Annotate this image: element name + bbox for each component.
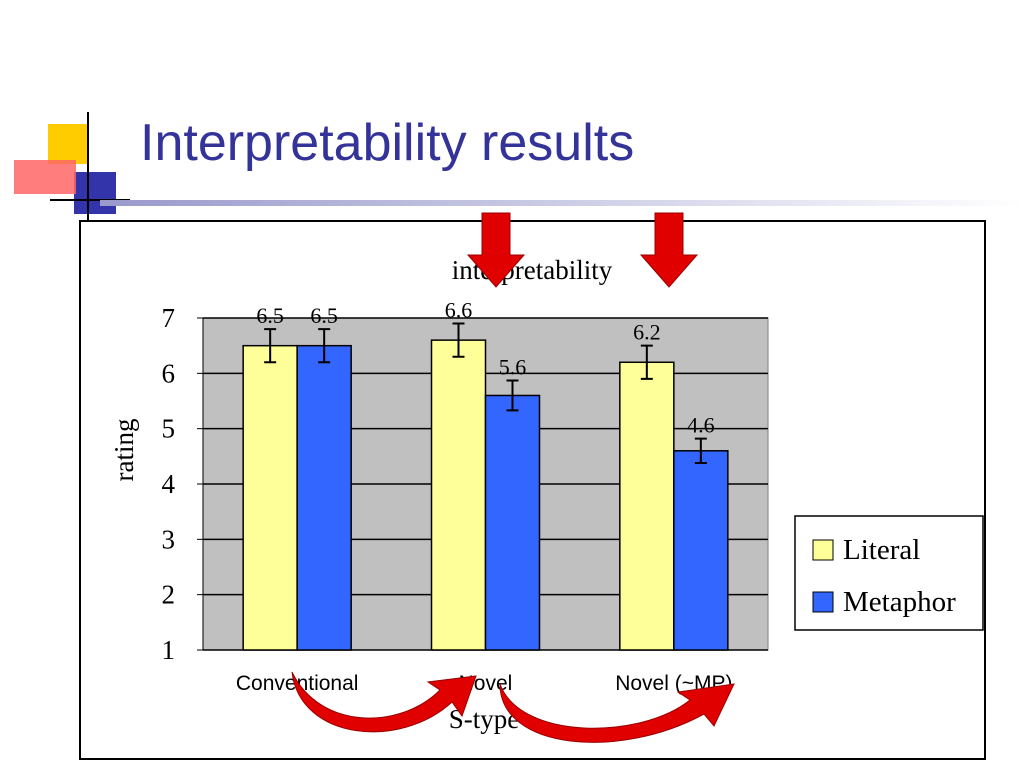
- y-tick-label: 3: [162, 524, 176, 554]
- data-label: 6.6: [445, 298, 473, 323]
- y-tick-label: 7: [162, 303, 176, 333]
- bar: [484, 394, 541, 651]
- data-label: 4.6: [687, 413, 715, 438]
- legend-label: Literal: [843, 534, 920, 566]
- data-label: 6.2: [633, 320, 661, 345]
- y-tick-label: 4: [162, 469, 176, 499]
- legend-swatch: [812, 539, 834, 561]
- slide-title: Interpretability results: [140, 114, 634, 172]
- annotation-arrows: [291, 212, 735, 743]
- data-label: 6.5: [310, 303, 338, 328]
- legend-swatch: [812, 591, 834, 613]
- y-tick-label: 1: [162, 635, 176, 665]
- bar: [619, 361, 675, 651]
- data-label: 6.5: [256, 303, 284, 328]
- y-tick-label: 2: [162, 580, 176, 610]
- chart: 1234567interpretabilityratingS-typeConve…: [109, 255, 984, 734]
- legend-label: Metaphor: [843, 586, 956, 618]
- error-bar: [452, 322, 465, 358]
- bar: [430, 339, 487, 651]
- bar: [296, 344, 352, 651]
- error-bar: [318, 328, 331, 364]
- data-label: 5.6: [499, 355, 527, 380]
- bar: [242, 344, 298, 651]
- error-bar: [506, 379, 519, 412]
- bar: [673, 450, 729, 651]
- y-tick-label: 5: [162, 414, 176, 444]
- decoration: [14, 112, 1024, 222]
- error-bar: [640, 344, 653, 380]
- y-axis-label: rating: [109, 419, 139, 482]
- y-tick-label: 6: [162, 358, 176, 388]
- error-bar: [264, 328, 277, 364]
- error-bar: [694, 437, 707, 464]
